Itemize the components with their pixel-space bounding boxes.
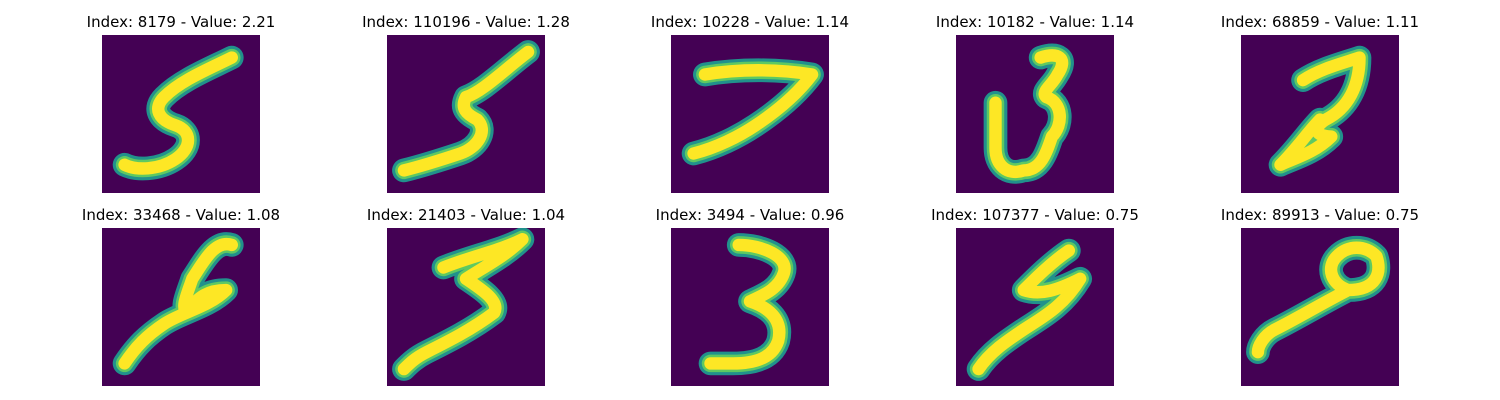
- panel-title: Index: 10228 - Value: 1.14: [650, 13, 850, 31]
- panel-title: Index: 68859 - Value: 1.11: [1220, 13, 1420, 31]
- panel-title: Index: 110196 - Value: 1.28: [362, 13, 570, 31]
- digit-image: [102, 35, 260, 193]
- digit-stroke: [397, 233, 529, 376]
- digit-panel: Index: 107377 - Value: 0.75: [905, 205, 1165, 390]
- digit-image: [102, 228, 260, 386]
- panel-title: Index: 107377 - Value: 0.75: [931, 206, 1139, 224]
- digit-panel: Index: 21403 - Value: 1.04: [336, 205, 596, 390]
- panel-title: Index: 21403 - Value: 1.04: [366, 206, 566, 224]
- digit-image: [1241, 228, 1399, 386]
- digit-stroke: [118, 51, 238, 175]
- digit-image: [671, 35, 829, 193]
- digit-image: [956, 228, 1114, 386]
- digit-image: [671, 228, 829, 386]
- digit-panel: Index: 89913 - Value: 0.75: [1190, 205, 1450, 390]
- digit-image: [1241, 35, 1399, 193]
- digit-image: [387, 35, 545, 193]
- panel-title: Index: 8179 - Value: 2.21: [86, 13, 276, 31]
- digit-panel: Index: 33468 - Value: 1.08: [51, 205, 311, 390]
- panel-title: Index: 33468 - Value: 1.08: [81, 206, 281, 224]
- digit-image: [387, 228, 545, 386]
- digit-panel: Index: 110196 - Value: 1.28: [336, 12, 596, 197]
- digit-stroke: [397, 45, 535, 177]
- digit-panel: Index: 10182 - Value: 1.14: [905, 12, 1165, 197]
- digit-stroke: [989, 49, 1069, 178]
- digit-image: [956, 35, 1114, 193]
- digit-stroke: [972, 244, 1087, 376]
- digit-stroke: [118, 237, 238, 370]
- digit-panel: Index: 68859 - Value: 1.11: [1190, 12, 1450, 197]
- digit-stroke: [1251, 241, 1385, 359]
- digit-panel: Index: 8179 - Value: 2.21: [51, 12, 311, 197]
- digit-stroke: [704, 238, 791, 370]
- panel-title: Index: 89913 - Value: 0.75: [1220, 206, 1420, 224]
- panel-title: Index: 10182 - Value: 1.14: [935, 13, 1135, 31]
- digit-stroke: [1274, 51, 1366, 171]
- digit-stroke: [687, 64, 819, 160]
- digit-panel: Index: 10228 - Value: 1.14: [620, 12, 880, 197]
- digit-panel: Index: 3494 - Value: 0.96: [620, 205, 880, 390]
- panel-title: Index: 3494 - Value: 0.96: [655, 206, 845, 224]
